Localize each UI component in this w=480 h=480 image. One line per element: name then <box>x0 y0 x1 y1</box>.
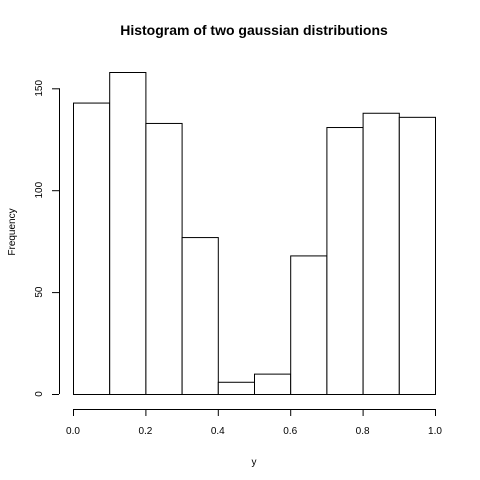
histogram-bar <box>326 127 364 395</box>
histogram-bar <box>145 122 183 395</box>
histogram-bar <box>73 102 111 396</box>
y-tick-label: 50 <box>34 286 45 298</box>
x-tick-label: 0.0 <box>66 426 80 437</box>
chart-title: Histogram of two gaussian distributions <box>120 22 388 38</box>
y-axis-label: Frequency <box>7 208 18 255</box>
y-tick-label: 100 <box>34 181 45 198</box>
y-axis: 0 50 100 150 <box>34 80 60 397</box>
x-tick-label: 1.0 <box>428 426 442 437</box>
histogram-bar <box>109 72 147 395</box>
histogram-bar <box>290 255 328 395</box>
x-tick-label: 0.6 <box>283 426 297 437</box>
x-axis-label: y <box>252 457 257 468</box>
histogram-bar <box>398 116 436 395</box>
y-tick-label: 150 <box>34 80 45 97</box>
y-tick-label: 0 <box>34 391 45 397</box>
histogram-bar <box>217 381 256 396</box>
histogram-bar <box>362 112 400 395</box>
x-tick-label: 0.2 <box>138 426 152 437</box>
x-tick-label: 0.8 <box>356 426 370 437</box>
histogram-bar <box>181 237 219 395</box>
histogram-bar <box>254 373 292 395</box>
bars-group <box>73 72 436 396</box>
x-tick-label: 0.4 <box>211 426 225 437</box>
x-axis: 0.0 0.2 0.4 0.6 0.8 1.0 <box>66 409 442 437</box>
